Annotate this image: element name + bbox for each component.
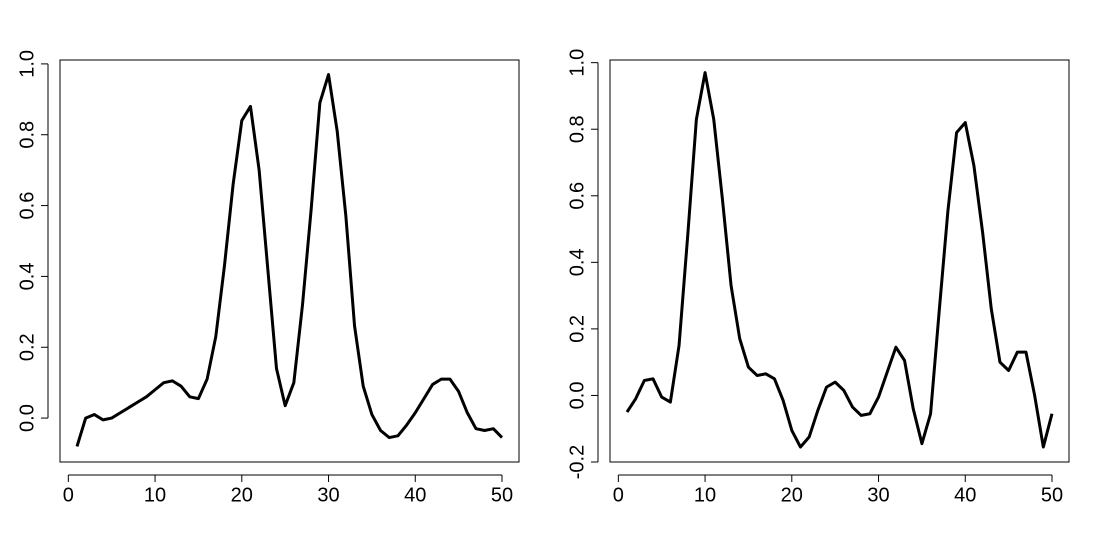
y-tick-label: 0.2	[566, 315, 588, 343]
x-tick-label: 20	[781, 484, 803, 506]
y-tick-label: 0.4	[16, 263, 38, 291]
x-tick-label: 40	[954, 484, 976, 506]
x-tick-label: 10	[694, 484, 716, 506]
y-tick-label: 0.6	[566, 182, 588, 210]
x-tick-label: 0	[63, 484, 74, 506]
y-tick-label: 0.0	[16, 404, 38, 432]
x-tick-label: 0	[613, 484, 624, 506]
y-tick-label: 0.8	[16, 121, 38, 149]
data-line	[75, 73, 504, 447]
y-tick-label: 1.0	[566, 49, 588, 77]
x-tick-label: 30	[317, 484, 339, 506]
y-tick-label: 1.0	[16, 50, 38, 78]
plot-frame	[609, 59, 1070, 463]
x-tick-label: 50	[1041, 484, 1063, 506]
x-tick-label: 20	[231, 484, 253, 506]
y-tick-label: 0.0	[566, 382, 588, 410]
x-tick-label: 30	[867, 484, 889, 506]
y-tick-label: 0.4	[566, 248, 588, 276]
x-tick-label: 10	[144, 484, 166, 506]
y-tick-label: 0.2	[16, 333, 38, 361]
data-line	[625, 71, 1054, 449]
y-tick-label: 0.6	[16, 192, 38, 220]
x-tick-label: 40	[404, 484, 426, 506]
y-tick-label: -0.2	[566, 445, 588, 479]
x-tick-label: 50	[491, 484, 513, 506]
plot-frame	[59, 59, 520, 463]
y-tick-label: 0.8	[566, 115, 588, 143]
